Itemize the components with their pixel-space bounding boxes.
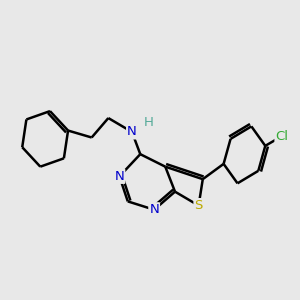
Text: S: S xyxy=(194,199,203,212)
Text: N: N xyxy=(127,125,137,138)
Text: N: N xyxy=(115,170,124,183)
Text: H: H xyxy=(144,116,154,129)
Text: N: N xyxy=(149,203,159,216)
Text: Cl: Cl xyxy=(275,130,288,142)
